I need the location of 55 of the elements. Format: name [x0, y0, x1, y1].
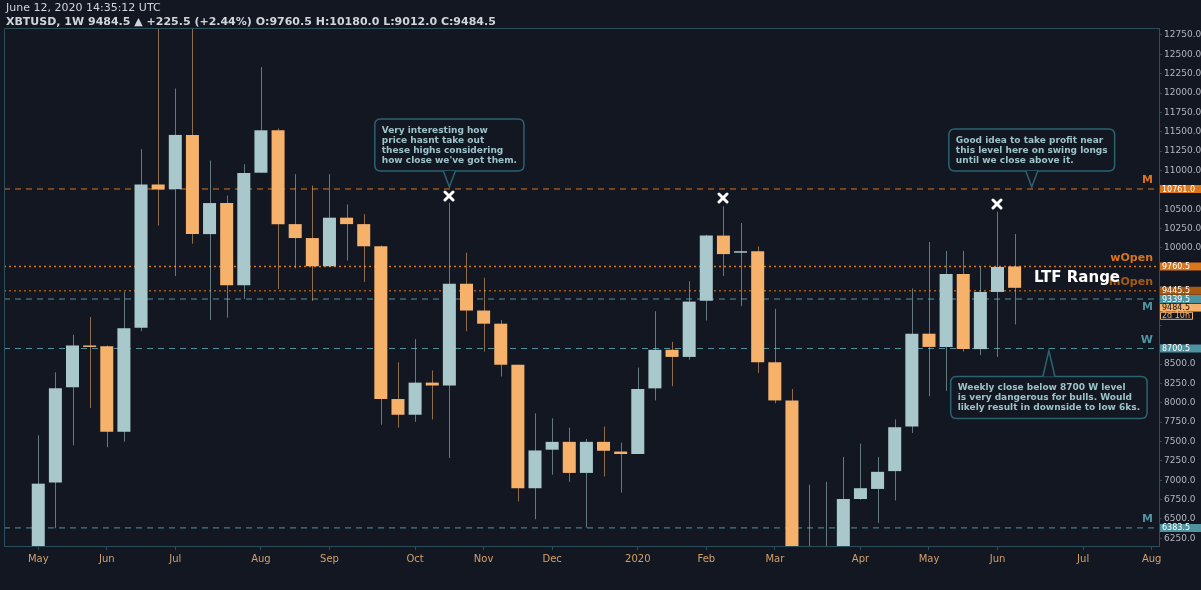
y-tick-label: 12000.0: [1164, 87, 1201, 98]
chart-title: XBTUSD, 1W 9484.5 ▲ +225.5 (+2.44%) O:9760.5 H:10180.0 L:9012.0 C:9484.5: [6, 15, 496, 29]
x-tick-label: Jun: [97, 552, 115, 564]
annotation: Weekly close below 8700 W level is very dangerous for bulls. Would likely result in downside to low 6ks.: [957, 382, 1141, 413]
x-tick-label: Aug: [1141, 552, 1162, 564]
x-tick-label: Dec: [542, 552, 562, 564]
y-tick-label: 12750.0: [1164, 29, 1201, 40]
y-tick-label: 10250.0: [1164, 222, 1201, 233]
x-tick-label: Jul: [168, 552, 182, 564]
x-tick-label: May: [27, 552, 49, 564]
y-tick-label: 12500.0: [1164, 48, 1201, 59]
y-tick-label: 6750.0: [1164, 493, 1196, 504]
ref-line-label: W: [1140, 332, 1153, 346]
x-tick-label: Aug: [251, 552, 271, 564]
y-tick-label: 10000.0: [1164, 242, 1201, 253]
x-tick-label: Oct: [406, 552, 424, 564]
x-tick-label: Nov: [473, 552, 494, 564]
y-tick-label: 9445.5: [1162, 286, 1190, 296]
y-tick-label: 10761.0: [1162, 184, 1196, 194]
y-tick-label: 6383.5: [1162, 523, 1190, 533]
y-tick-label: 8700.5: [1162, 344, 1190, 354]
annotation: Good idea to take profit near this level here on swing longs until we close above it.: [955, 134, 1108, 165]
ref-line-label: M: [1142, 300, 1153, 314]
y-tick-label: 9760.5: [1162, 262, 1190, 272]
annotation: Very interesting how price hasnt take out these highs considering how close we've got them.: [381, 124, 517, 165]
y-tick-label: 10500.0: [1164, 203, 1201, 214]
y-tick-label: 7500.0: [1164, 435, 1196, 446]
x-tick-label: Apr: [851, 552, 870, 564]
y-tick-label: 6250.0: [1164, 532, 1196, 543]
ref-line-label: wOpen: [1110, 250, 1153, 264]
y-tick-label: 7250.0: [1164, 455, 1196, 466]
y-tick-label: 11250.0: [1164, 145, 1201, 156]
y-tick-label: 12250.0: [1164, 68, 1201, 79]
y-tick-label: 8250.0: [1164, 377, 1196, 388]
y-tick-label: 7750.0: [1164, 416, 1196, 427]
y-tick-label: 6500.0: [1164, 513, 1196, 524]
x-tick-label: Feb: [697, 552, 716, 564]
y-tick-label: 7000.0: [1164, 474, 1196, 485]
y-tick-label: 11000.0: [1164, 164, 1201, 175]
x-tick-label: 2020: [625, 552, 651, 564]
text: 2d 10h: [1162, 311, 1190, 321]
y-tick-label: 8500.0: [1164, 358, 1196, 369]
y-tick-label: 11750.0: [1164, 106, 1201, 117]
y-tick-label: 8000.0: [1164, 397, 1196, 408]
ref-line-label: M: [1142, 512, 1153, 526]
x-tick-label: May: [918, 552, 940, 564]
text: 9484.5: [1162, 303, 1190, 313]
ref-line-label: M: [1142, 173, 1153, 187]
chart-subtitle: June 12, 2020 14:35:12 UTC: [6, 1, 162, 15]
x-tick-label: Jul: [1076, 552, 1090, 564]
x-tick-label: Sep: [320, 552, 339, 564]
y-tick-label: 9339.5: [1162, 294, 1190, 304]
x-tick-label: Mar: [765, 552, 786, 564]
x-tick-label: Jun: [988, 552, 1006, 564]
y-tick-label: 11500.0: [1164, 126, 1201, 137]
